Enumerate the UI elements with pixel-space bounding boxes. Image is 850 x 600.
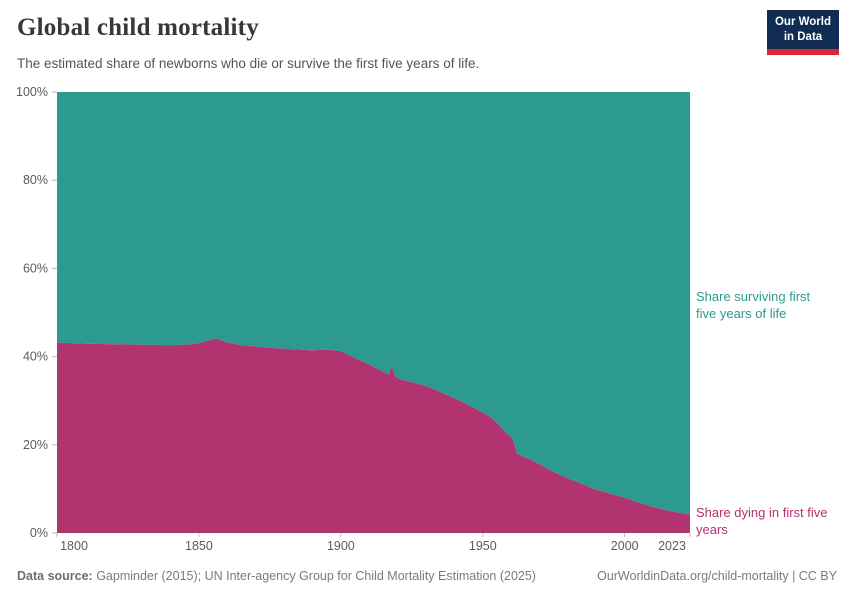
y-tick-label: 20% [23, 438, 48, 452]
x-tick-label: 1850 [185, 539, 213, 553]
surviving-area [57, 92, 690, 515]
surviving-annotation: Share surviving first five years of life [696, 289, 811, 321]
y-tick-label: 60% [23, 261, 48, 275]
dying-area [57, 338, 690, 533]
y-tick-label: 100% [16, 85, 48, 99]
owid-logo[interactable]: Our World in Data [767, 10, 839, 55]
owid-logo-line1: Our World [774, 16, 831, 28]
y-tick-label: 0% [30, 526, 48, 540]
x-tick-label: 1950 [469, 539, 497, 553]
data-source-note: Data source: Gapminder (2015); UN Inter-… [17, 569, 536, 583]
chart-subtitle: The estimated share of newborns who die … [17, 56, 480, 71]
owid-link[interactable]: OurWorldinData.org/child-mortality | CC … [597, 569, 837, 583]
data-source-label: Data source: [17, 569, 93, 583]
x-tick-label: 1900 [327, 539, 355, 553]
x-tick-label: 1800 [60, 539, 88, 553]
x-tick-label: 2023 [658, 539, 686, 553]
dying-annotation: Share dying in first five years [696, 505, 828, 537]
page-title: Global child mortality [17, 14, 259, 41]
y-tick-label: 80% [23, 173, 48, 187]
owid-logo-line2: in Data [783, 30, 823, 43]
y-tick-label: 40% [23, 350, 48, 364]
data-source-text: Gapminder (2015); UN Inter-agency Group … [92, 569, 536, 583]
x-tick-label: 2000 [611, 539, 639, 553]
